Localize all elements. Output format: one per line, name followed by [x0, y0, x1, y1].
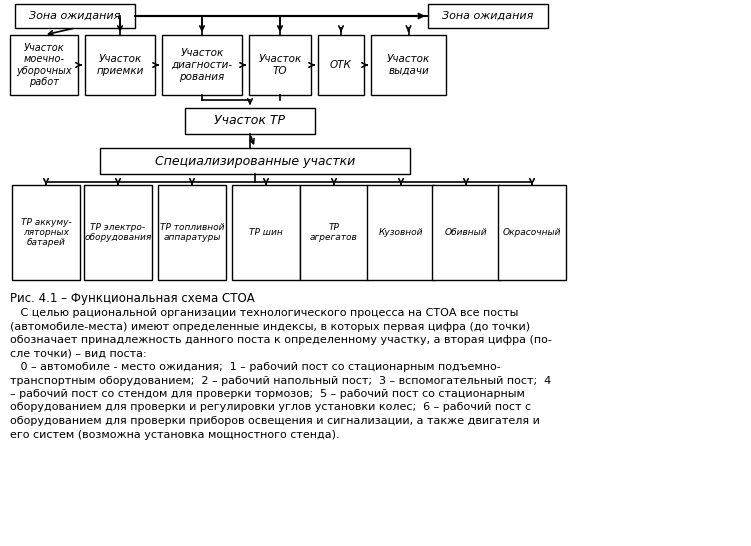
Text: (автомобиле-места) имеют определенные индексы, в которых первая цифра (до точки): (автомобиле-места) имеют определенные ин… — [10, 322, 530, 331]
Text: транспортным оборудованием;  2 – рабочий напольный пост;  3 – вспомогательный по: транспортным оборудованием; 2 – рабочий … — [10, 376, 551, 385]
Text: Зона ожидания: Зона ожидания — [442, 11, 534, 21]
Text: Зона ожидания: Зона ожидания — [29, 11, 121, 21]
Bar — [300, 185, 368, 280]
Bar — [367, 185, 435, 280]
Bar — [158, 185, 226, 280]
Text: ТР электро-
оборудования: ТР электро- оборудования — [84, 223, 152, 242]
Text: сле точки) – вид поста:: сле точки) – вид поста: — [10, 348, 146, 359]
Bar — [249, 35, 311, 95]
Text: ТР аккуму-
ляторных
батарей: ТР аккуму- ляторных батарей — [20, 218, 71, 247]
Text: ТР топливной
аппаратуры: ТР топливной аппаратуры — [160, 223, 225, 242]
Text: Участок ТР: Участок ТР — [215, 115, 285, 128]
Text: Обивный: Обивный — [445, 228, 487, 237]
Text: Участок
ТО: Участок ТО — [258, 54, 302, 76]
Text: ОТК: ОТК — [330, 60, 352, 70]
Text: Кузовной: Кузовной — [379, 228, 424, 237]
Text: Участок
диагности-
рования: Участок диагности- рования — [171, 49, 233, 81]
Text: ТР
агрегатов: ТР агрегатов — [310, 223, 358, 242]
Text: ТР шин: ТР шин — [249, 228, 283, 237]
Bar — [428, 4, 548, 28]
Text: Участок
приемки: Участок приемки — [96, 54, 143, 76]
Bar — [432, 185, 500, 280]
Bar — [84, 185, 152, 280]
Bar — [232, 185, 300, 280]
Bar — [371, 35, 446, 95]
Bar — [10, 35, 78, 95]
Text: оборудованием для проверки и регулировки углов установки колес;  6 – рабочий пос: оборудованием для проверки и регулировки… — [10, 402, 531, 412]
Bar — [100, 148, 410, 174]
Text: Участок
выдачи: Участок выдачи — [387, 54, 430, 76]
Bar — [15, 4, 135, 28]
Text: С целью рациональной организации технологического процесса на СТОА все посты: С целью рациональной организации техноло… — [10, 308, 518, 318]
Text: Специализированные участки: Специализированные участки — [155, 155, 355, 168]
Bar — [85, 35, 155, 95]
Text: его систем (возможна установка мощностного стенда).: его систем (возможна установка мощностно… — [10, 430, 339, 440]
Text: оборудованием для проверки приборов освещения и сигнализации, а также двигателя : оборудованием для проверки приборов осве… — [10, 416, 540, 426]
Text: Рис. 4.1 – Функциональная схема СТОА: Рис. 4.1 – Функциональная схема СТОА — [10, 292, 255, 305]
Bar — [498, 185, 566, 280]
Bar — [318, 35, 364, 95]
Text: – рабочий пост со стендом для проверки тормозов;  5 – рабочий пост со стационарн: – рабочий пост со стендом для проверки т… — [10, 389, 525, 399]
Text: 0 – автомобиле - место ожидания;  1 – рабочий пост со стационарным подъемно-: 0 – автомобиле - место ожидания; 1 – раб… — [10, 362, 501, 372]
Text: Окрасочный: Окрасочный — [502, 228, 561, 237]
Bar — [12, 185, 80, 280]
Bar — [185, 108, 315, 134]
Text: Участок
моечно-
уборочных
работ: Участок моечно- уборочных работ — [17, 43, 72, 87]
Text: обозначает принадлежность данного поста к определенному участку, а вторая цифра : обозначает принадлежность данного поста … — [10, 335, 552, 345]
Bar — [162, 35, 242, 95]
